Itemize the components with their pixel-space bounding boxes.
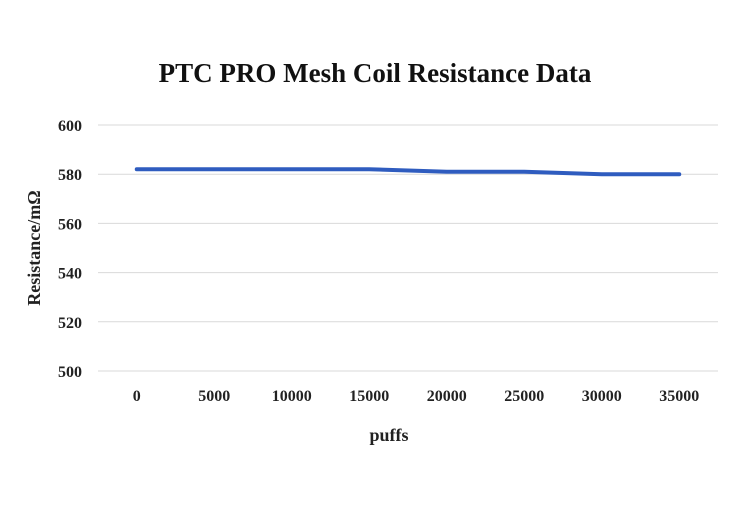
x-tick-label: 5000	[198, 388, 230, 405]
data-point	[600, 172, 604, 176]
x-tick-label: 30000	[582, 388, 622, 405]
data-point	[367, 167, 371, 171]
y-axis-title: Resistance/mΩ	[24, 190, 44, 305]
data-point	[212, 167, 216, 171]
series-group	[134, 167, 682, 177]
y-tick-label: 520	[58, 315, 82, 332]
x-tick-label: 25000	[504, 388, 544, 405]
x-tick-label: 20000	[427, 388, 467, 405]
y-tick-label: 600	[58, 118, 82, 135]
x-tick-label: 0	[133, 388, 141, 405]
y-tick-label: 540	[58, 266, 82, 283]
x-tick-labels: 0 5000 10000 15000 20000 25000 30000 35000	[133, 388, 700, 405]
chart-title: PTC PRO Mesh Coil Resistance Data	[158, 58, 592, 88]
x-tick-label: 15000	[349, 388, 389, 405]
x-tick-label: 35000	[659, 388, 699, 405]
y-tick-labels: 500 520 540 560 580 600	[58, 118, 82, 381]
data-point	[445, 170, 449, 174]
series-line	[134, 167, 682, 177]
x-tick-label: 10000	[272, 388, 312, 405]
data-point	[522, 170, 526, 174]
data-point	[135, 167, 139, 171]
y-tick-label: 580	[58, 167, 82, 184]
y-tick-label: 560	[58, 216, 82, 233]
y-tick-label: 500	[58, 364, 82, 381]
gridlines	[98, 124, 718, 372]
data-point	[290, 167, 294, 171]
x-axis-title: puffs	[369, 425, 408, 445]
data-point	[677, 172, 681, 176]
